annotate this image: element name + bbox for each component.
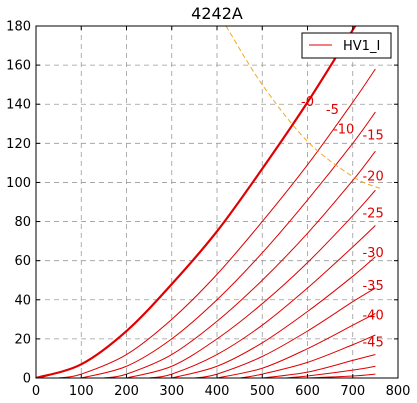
y-tick-label: 20 <box>14 332 31 347</box>
y-tick-label: 60 <box>14 254 31 269</box>
plate-curve-30 <box>171 256 376 378</box>
curve-labels: -0 -5 -10 -15 -20 -25 -30 -35 -40 -45 <box>301 95 384 351</box>
y-tick-label: 40 <box>14 293 31 308</box>
legend: HV1_I <box>301 32 392 59</box>
load-line-path <box>225 26 381 189</box>
plate-curve-15 <box>103 150 376 378</box>
y-tick-label: 120 <box>6 137 31 152</box>
x-tick-label: 600 <box>295 384 320 399</box>
plate-curve-40 <box>216 313 376 378</box>
axis-ticks: 0 100 200 300 400 500 600 700 800 0 20 40 60 80 100 120… <box>6 20 410 400</box>
x-tick-label: 0 <box>32 384 40 399</box>
y-tick-label: 100 <box>6 176 31 191</box>
curve-label: -0 <box>301 95 314 110</box>
load-line <box>225 26 381 189</box>
plate-curve-10 <box>81 111 376 378</box>
curve-label: -40 <box>362 308 383 323</box>
x-tick-label: 700 <box>340 384 365 399</box>
y-tick-label: 160 <box>6 59 31 74</box>
curve-label: -5 <box>326 103 339 118</box>
y-tick-label: 140 <box>6 98 31 113</box>
grid <box>35 25 399 379</box>
curve-label: -15 <box>362 128 383 143</box>
curve-label: -10 <box>333 123 354 138</box>
plate-curve-0 <box>36 26 357 378</box>
curve-label: -35 <box>362 279 383 294</box>
curve-label: -30 <box>362 246 383 261</box>
x-tick-label: 200 <box>114 384 139 399</box>
legend-entry: HV1_I <box>343 39 380 54</box>
plate-curve-25 <box>149 225 376 378</box>
y-tick-label: 180 <box>6 20 31 35</box>
x-tick-label: 300 <box>159 384 184 399</box>
plate-curves <box>36 26 376 378</box>
x-tick-label: 800 <box>386 384 411 399</box>
curve-label: -45 <box>362 336 383 351</box>
curve-label: -25 <box>362 207 383 222</box>
plate-curve-35 <box>194 287 376 378</box>
y-tick-label: 80 <box>14 215 31 230</box>
plate-curve-20 <box>126 189 376 378</box>
x-tick-label: 500 <box>250 384 275 399</box>
chart-title: 4242A <box>191 4 243 23</box>
curve-label: -20 <box>362 169 383 184</box>
plate-curve-55 <box>284 365 376 378</box>
y-tick-label: 0 <box>23 372 31 387</box>
plate-curve-50 <box>262 354 376 378</box>
plate-curve-45 <box>239 334 376 378</box>
plate-curve-5 <box>58 68 376 378</box>
x-tick-label: 400 <box>205 384 230 399</box>
x-tick-label: 100 <box>69 384 94 399</box>
